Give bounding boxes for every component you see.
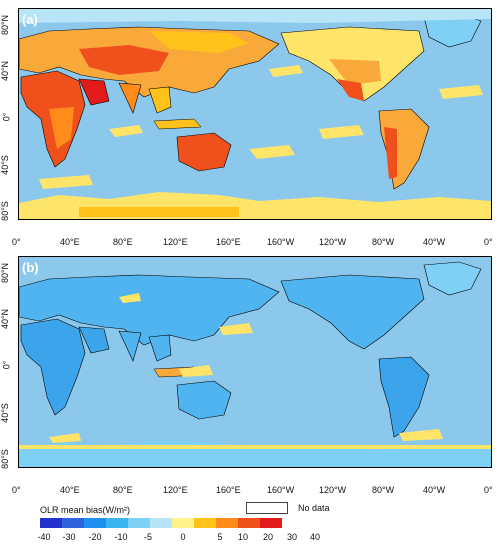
africa-central-warm: [49, 107, 74, 149]
panel-label-b: (b): [22, 260, 39, 275]
colorbar-tick-label: 0: [180, 532, 186, 542]
colorbar-tick-label: -40: [37, 532, 51, 542]
colorbar-tick-label: 20: [262, 532, 274, 542]
lon-tick-label: 80°E: [113, 485, 133, 495]
lon-tick-label: 40°W: [423, 485, 446, 495]
arctic-ice: [19, 9, 491, 23]
lat-tick-label: 80°N: [0, 14, 11, 36]
lon-tick-label: 0°: [12, 237, 21, 247]
lat-tick-label: 80°S: [0, 201, 10, 221]
lat-tick-label: 0°: [1, 112, 12, 122]
lon-tick-label: 40°W: [423, 237, 446, 247]
lon-tick-label: 80°E: [113, 237, 133, 247]
eurasia-land: [19, 274, 280, 346]
arabia-land: [78, 326, 110, 354]
lon-tick-label: 0°: [484, 485, 493, 495]
colorbar-swatch: [194, 518, 216, 528]
ocean-warm-patches: [39, 65, 483, 189]
lon-tick-label: 40°E: [60, 237, 80, 247]
colorbar-swatch: [260, 518, 282, 528]
africa-land: [20, 318, 86, 416]
colorbar-swatch: [106, 518, 128, 528]
lon-tick-label: 0°: [12, 485, 21, 495]
lon-tick-label: 120°E: [163, 485, 188, 495]
lon-tick-label: 160°W: [267, 485, 295, 495]
lat-tick-label: 40°S: [0, 155, 10, 175]
lon-tick-label: 160°E: [216, 485, 241, 495]
bias-map-a: [19, 9, 491, 219]
lon-tick-label: 40°E: [60, 485, 80, 495]
colorbar-swatch: [84, 518, 106, 528]
colorbar: [40, 518, 282, 528]
lon-tick-label: 120°W: [319, 237, 347, 247]
colorbar-tick-label: 30: [286, 532, 298, 542]
greenland-land: [423, 261, 482, 296]
colorbar-swatch: [62, 518, 84, 528]
panel-label-a: (a): [22, 12, 38, 27]
lon-tick-label: 120°W: [319, 485, 347, 495]
colorbar-tick-label: -5: [143, 532, 153, 542]
central-asia-hot: [79, 45, 169, 75]
andes-hot: [384, 127, 397, 179]
colorbar-swatch: [128, 518, 150, 528]
no-data-swatch: [246, 502, 288, 514]
colorbar-swatch: [172, 518, 194, 528]
colorbar-tick-label: -30: [62, 532, 76, 542]
lat-tick-label: 80°N: [0, 262, 11, 284]
antarctica-warm-strip: [19, 445, 491, 449]
lat-tick-label: 0°: [1, 360, 12, 370]
indonesia-islands: [153, 118, 202, 130]
lon-tick-label: 120°E: [163, 237, 188, 247]
australia-land: [176, 380, 232, 420]
colorbar-tick-label: -10: [114, 532, 128, 542]
lon-tick-label: 80°W: [372, 485, 395, 495]
colorbar-swatch: [150, 518, 172, 528]
south-america-land: [378, 356, 430, 438]
colorbar-tick-label: 10: [237, 532, 249, 542]
lon-tick-label: 160°W: [267, 237, 295, 247]
colorbar-tick-label: 5: [217, 532, 223, 542]
india-land: [118, 330, 142, 362]
mexico-hot: [337, 79, 364, 101]
arabia-land: [78, 78, 110, 106]
lat-tick-label: 80°S: [0, 449, 10, 469]
lat-tick-label: 40°N: [0, 308, 11, 330]
lon-tick-label: 0°: [484, 237, 493, 247]
australia-land: [176, 132, 232, 172]
lon-tick-label: 160°E: [216, 237, 241, 247]
se-asia-land: [148, 334, 172, 362]
siberia-warm: [149, 31, 249, 53]
north-america-land: [280, 274, 425, 350]
usa-warm: [329, 59, 381, 85]
colorbar-swatch: [216, 518, 238, 528]
bias-map-b: [19, 257, 491, 467]
antarctica-warm-patch: [79, 207, 239, 217]
lat-tick-label: 40°N: [0, 60, 11, 82]
lon-tick-label: 80°W: [372, 237, 395, 247]
lat-tick-label: 40°S: [0, 403, 10, 423]
colorbar-tick-label: 40: [309, 532, 321, 542]
no-data-label: No data: [298, 503, 330, 513]
map-panel-a: (a): [18, 8, 492, 220]
se-asia-land: [148, 86, 172, 114]
india-land: [118, 82, 142, 114]
colorbar-swatch: [238, 518, 260, 528]
legend-title: OLR mean bias(W/m²): [40, 505, 131, 515]
colorbar-tick-label: -20: [88, 532, 102, 542]
map-panel-b: (b): [18, 256, 492, 468]
colorbar-swatch: [40, 518, 62, 528]
